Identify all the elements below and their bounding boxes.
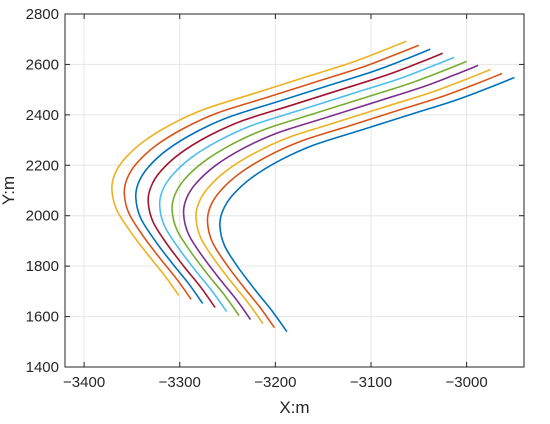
series-line-6: [158, 56, 455, 312]
series-group: [111, 40, 515, 333]
x-tick-label: −3400: [63, 374, 105, 391]
y-tick-label: 1600: [26, 309, 59, 326]
x-tick-label: −3100: [350, 374, 392, 391]
axes-box: [64, 13, 525, 368]
x-tick-label: −3300: [159, 374, 201, 391]
tick-group: −3400 −3300 −3200 −3100 −3000 1400 1600 1800 200…: [26, 6, 524, 391]
y-tick-label: 2600: [26, 56, 59, 73]
series-line-8: [134, 48, 431, 304]
x-tick-label: −3200: [254, 374, 296, 391]
x-axis-title: X:m: [279, 398, 309, 417]
x-tick-label: −3000: [446, 374, 488, 391]
y-tick-label: 2400: [26, 107, 59, 124]
series-line-1: [219, 76, 515, 333]
series-line-10: [111, 40, 407, 296]
series-line-5: [171, 60, 467, 317]
y-tick-label: 1800: [26, 258, 59, 275]
y-tick-label: 2000: [26, 208, 59, 225]
grid: [65, 13, 524, 368]
y-tick-label: 1400: [26, 359, 59, 376]
y-axis-title: Y:m: [0, 176, 18, 205]
series-line-2: [206, 72, 503, 329]
y-tick-label: 2200: [26, 157, 59, 174]
y-tick-label: 2800: [26, 6, 59, 23]
series-line-9: [123, 44, 420, 300]
series-line-3: [195, 68, 491, 325]
series-line-7: [147, 52, 443, 308]
series-line-4: [182, 64, 479, 321]
